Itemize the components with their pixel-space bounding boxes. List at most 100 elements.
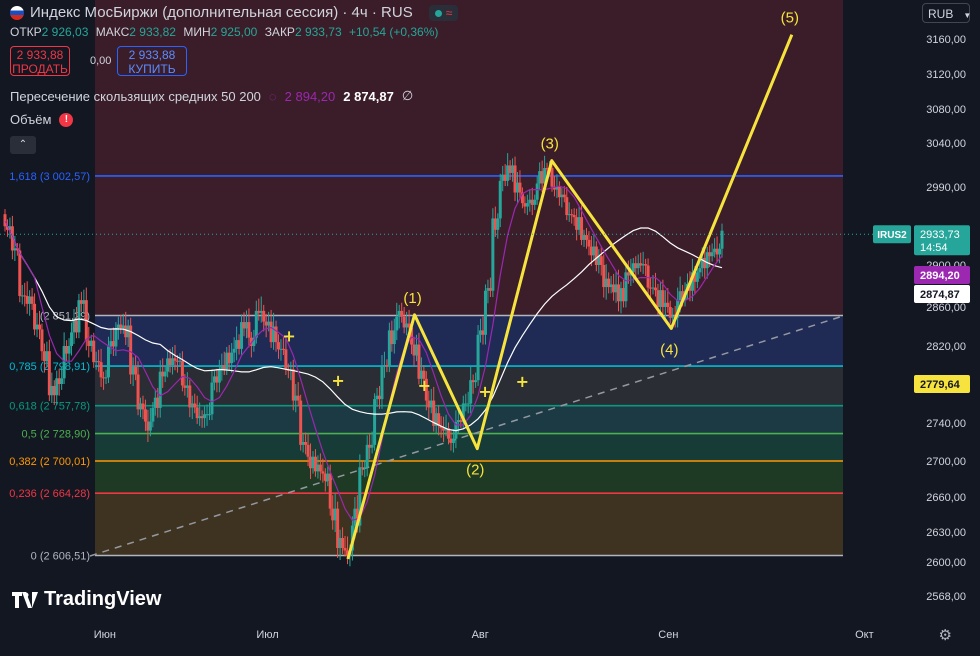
candle-body bbox=[57, 378, 61, 384]
gear-icon[interactable]: ⚙ bbox=[938, 627, 952, 644]
time-axis: Июн Июл Авг Сен Окт bbox=[0, 620, 980, 656]
candle-body bbox=[597, 256, 601, 265]
candle-body bbox=[604, 278, 608, 288]
candle-body bbox=[424, 378, 428, 401]
wave-price-tag bbox=[914, 375, 970, 393]
candle-body bbox=[387, 330, 391, 367]
candle-body bbox=[210, 382, 214, 415]
candle-body bbox=[653, 287, 657, 291]
open-label: ОТКР bbox=[10, 25, 42, 39]
candle-body bbox=[607, 278, 611, 288]
candle-body bbox=[30, 296, 34, 304]
candle-body bbox=[40, 329, 44, 352]
candle-body bbox=[217, 369, 221, 383]
candle-body bbox=[444, 428, 448, 431]
last-price-tag bbox=[914, 225, 970, 256]
sell-price: 2 933,88 bbox=[16, 48, 64, 62]
candle-body bbox=[589, 246, 593, 256]
candle-body bbox=[614, 284, 618, 293]
candle-body bbox=[87, 340, 91, 346]
ma-cross-markers: + + + + + bbox=[282, 326, 529, 401]
collapse-legend-button[interactable]: ⌃ bbox=[10, 136, 36, 154]
fib-zone bbox=[95, 460, 843, 494]
low-label: МИН bbox=[183, 25, 211, 39]
candle-body bbox=[678, 291, 682, 301]
candle-body bbox=[410, 327, 414, 345]
candle-body bbox=[301, 442, 305, 445]
candle-body bbox=[178, 360, 182, 362]
ma-cross-marker: + bbox=[282, 326, 295, 345]
ma50-price-value: 2894,20 bbox=[920, 270, 960, 282]
candle-body bbox=[580, 217, 584, 240]
candle-body bbox=[203, 414, 207, 419]
time-axis-bg bbox=[0, 620, 980, 656]
symbol-title[interactable]: Индекс МосБиржи (дополнительная сессия) … bbox=[10, 4, 459, 21]
candle-body bbox=[72, 320, 76, 333]
candle-body bbox=[168, 358, 172, 365]
candle-body bbox=[641, 264, 645, 266]
candle-body bbox=[173, 358, 177, 361]
candle-body bbox=[163, 371, 167, 377]
session-status[interactable]: ≈ bbox=[428, 4, 459, 21]
fib-level-label: 0 (2 606,51) bbox=[31, 550, 90, 562]
fib-zone bbox=[95, 175, 843, 316]
warning-icon[interactable]: ! bbox=[59, 112, 74, 127]
candle-body bbox=[272, 326, 276, 343]
candle-body bbox=[718, 248, 722, 255]
candle-body bbox=[543, 168, 547, 184]
candle-body bbox=[313, 456, 317, 472]
price-tick-label: 2630,00 bbox=[926, 527, 966, 539]
candle-body bbox=[338, 538, 342, 548]
ma-empty-icon: ∅ bbox=[401, 88, 414, 103]
ma200-price-value: 2874,87 bbox=[920, 289, 960, 301]
volume-indicator-legend[interactable]: Объём ! bbox=[10, 112, 74, 127]
candle-body bbox=[501, 174, 505, 181]
candle-body bbox=[52, 385, 56, 396]
buy-button[interactable]: 2 933,88 КУПИТЬ bbox=[117, 46, 187, 76]
ma-indicator-legend[interactable]: Пересечение скользящих средних 50 200 ◌ … bbox=[10, 88, 413, 104]
candle-body bbox=[639, 263, 643, 266]
candle-body bbox=[121, 325, 125, 328]
candle-body bbox=[50, 385, 54, 396]
candle-body bbox=[621, 288, 625, 302]
russia-flag-icon bbox=[10, 5, 24, 20]
spread-value: 0,00 bbox=[90, 55, 112, 67]
ma50-value: 2 894,20 bbox=[284, 88, 336, 104]
candle-body bbox=[134, 366, 138, 375]
candle-body bbox=[397, 310, 401, 317]
candle-body bbox=[99, 362, 103, 378]
candle-body bbox=[161, 371, 165, 377]
buy-price: 2 933,88 bbox=[128, 48, 176, 62]
candle-body bbox=[515, 182, 519, 193]
sell-button[interactable]: 2 933,88 ПРОДАТЬ bbox=[10, 46, 70, 76]
candle-body bbox=[483, 290, 487, 335]
candle-body bbox=[358, 467, 362, 526]
candle-body bbox=[220, 365, 224, 370]
candle-body bbox=[89, 340, 93, 346]
candle-body bbox=[708, 252, 712, 257]
candle-body bbox=[693, 272, 697, 282]
candle-body bbox=[104, 377, 108, 379]
candle-body bbox=[562, 194, 566, 198]
candle-body bbox=[626, 272, 630, 276]
candle-body bbox=[631, 263, 635, 273]
elliott-wave-label: (4) bbox=[660, 341, 678, 358]
ma200-price-tag bbox=[914, 285, 970, 303]
candle-body bbox=[681, 291, 685, 301]
candle-body bbox=[8, 226, 12, 230]
candle-body bbox=[131, 366, 135, 375]
candle-body bbox=[644, 264, 648, 266]
candle-body bbox=[333, 508, 337, 521]
candle-body bbox=[688, 283, 692, 291]
fib-level-label: (2 851,29) bbox=[40, 310, 90, 322]
candle-body bbox=[447, 428, 451, 439]
currency-select[interactable]: RUB ▼ bbox=[922, 3, 971, 23]
candle-body bbox=[540, 171, 544, 184]
candle-body bbox=[552, 186, 556, 190]
last-price-value: 2933,73 bbox=[920, 229, 960, 241]
candle-body bbox=[567, 214, 571, 216]
ma50-price-tag bbox=[914, 266, 970, 284]
candle-body bbox=[13, 248, 17, 251]
